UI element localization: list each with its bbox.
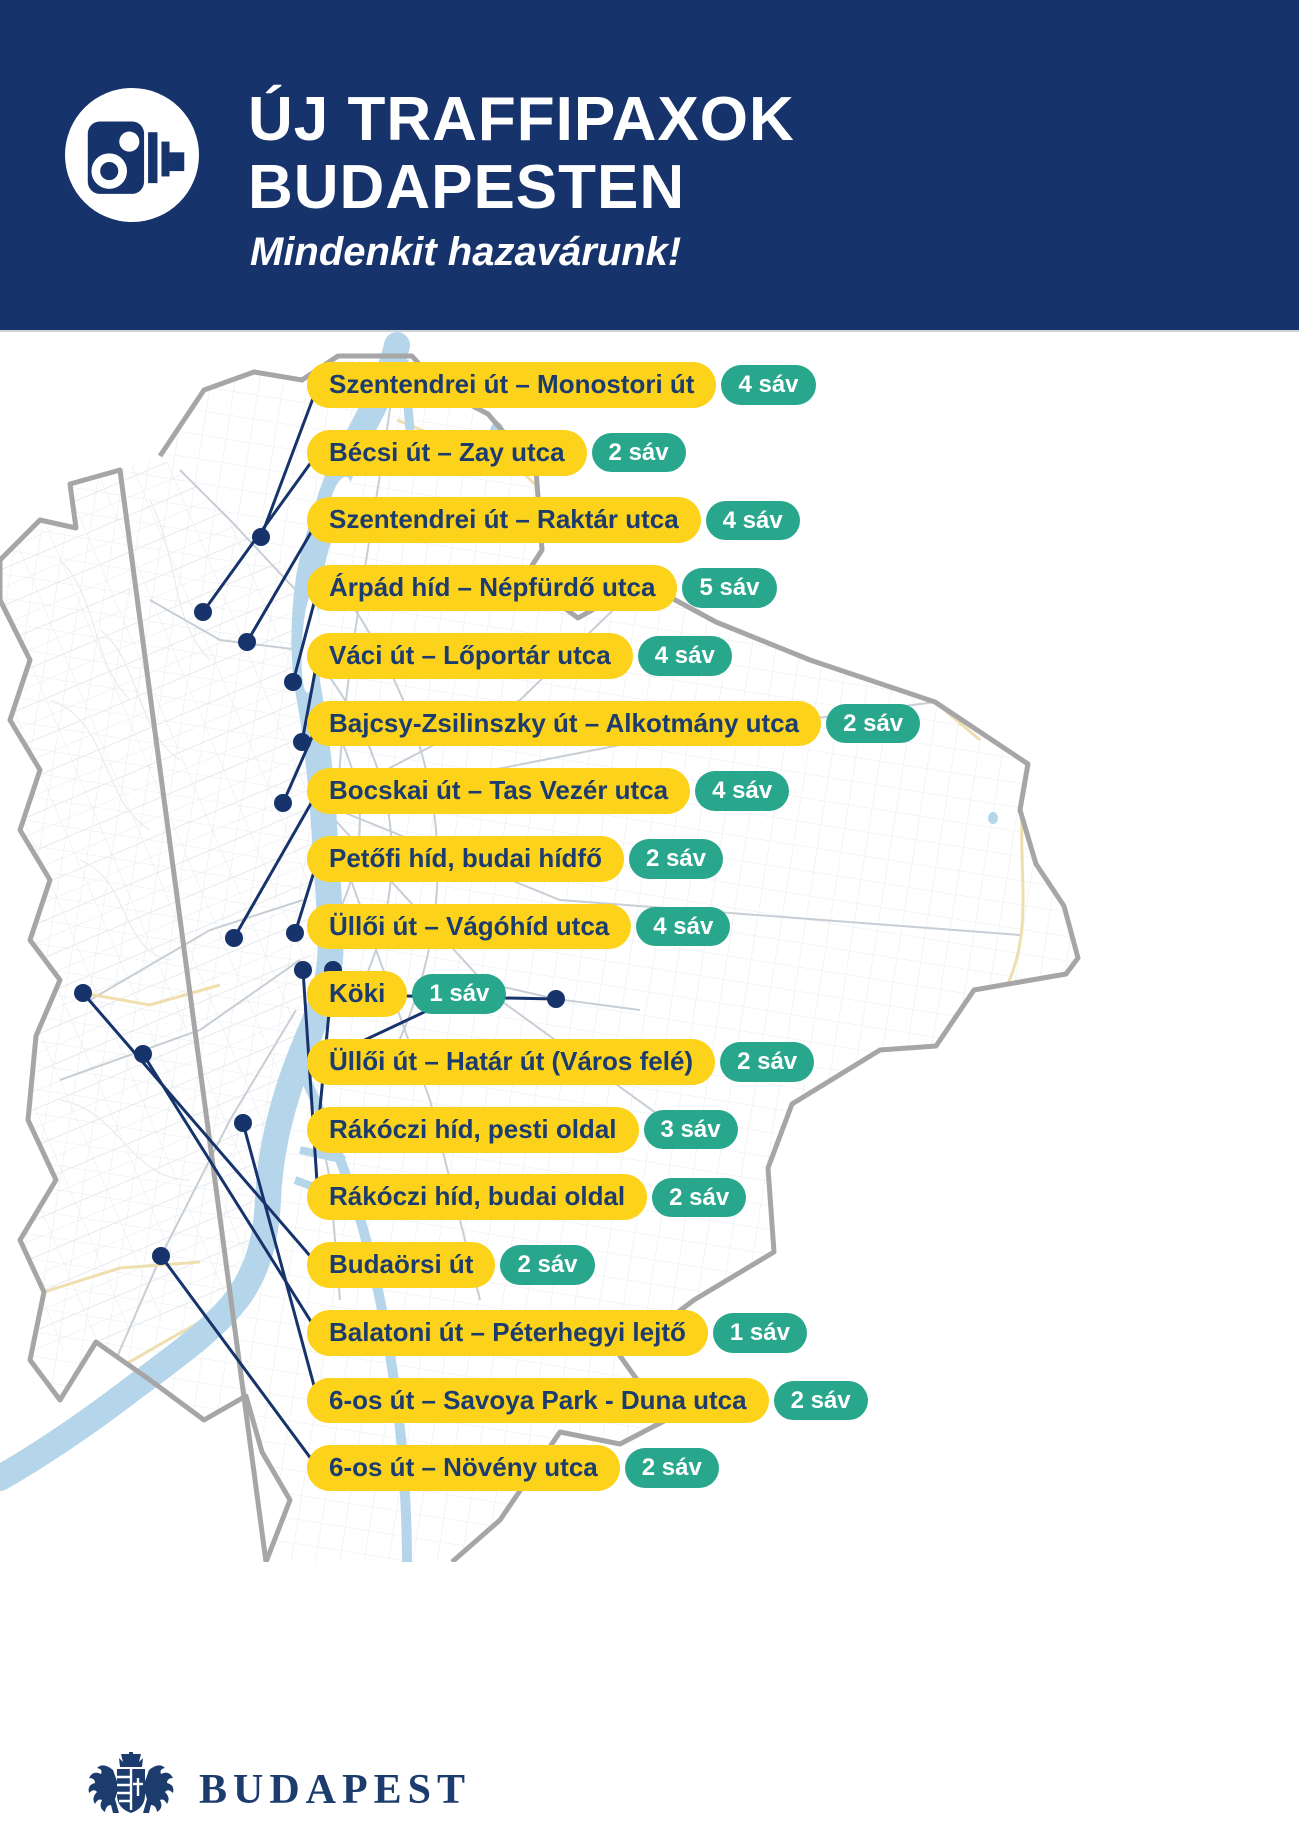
connector-line <box>141 1053 320 1334</box>
connector-line <box>81 992 320 1267</box>
lanes-badge: 4 sáv <box>637 635 732 676</box>
camera-dot <box>294 961 312 979</box>
camera-dot <box>74 984 92 1002</box>
location-pill: Bocskai út – Tas Vezér utca <box>307 768 691 815</box>
lanes-badge: 4 sáv <box>705 500 800 541</box>
page-title: ÚJ TRAFFIPAXOK BUDAPESTEN <box>248 85 795 223</box>
camera-location-row: Bocskai út – Tas Vezér utca 4 sáv <box>307 768 790 815</box>
budapest-coat-of-arms <box>88 1752 174 1813</box>
lanes-badge: 2 sáv <box>720 1042 815 1082</box>
location-pill: Szentendrei út – Raktár utca <box>307 497 701 544</box>
connector-line <box>159 1255 320 1470</box>
location-pill: Üllői út – Határ út (Város felé) <box>307 1039 716 1085</box>
location-pill: Balatoni út – Péterhegyi lejtő <box>307 1309 708 1356</box>
location-pill: Árpád híd – Népfürdő utca <box>307 565 678 612</box>
lanes-badge: 4 sáv <box>695 771 790 811</box>
location-pill: Bécsi út – Zay utca <box>307 429 587 476</box>
location-pill: Üllői út – Vágóhíd utca <box>307 903 632 950</box>
camera-dot <box>252 528 270 546</box>
lanes-badge: 4 sáv <box>721 365 816 405</box>
camera-location-row: Szentendrei út – Raktár utca 4 sáv <box>307 497 800 544</box>
location-pill: Váci út – Lőportár utca <box>307 632 633 679</box>
camera-dot <box>152 1247 170 1265</box>
lanes-badge: 2 sáv <box>826 703 921 744</box>
camera-location-row: Bécsi út – Zay utca 2 sáv <box>307 429 686 476</box>
location-pill: Szentendrei út – Monostori út <box>307 362 717 408</box>
location-pill: Rákóczi híd, pesti oldal <box>307 1106 639 1153</box>
camera-dot <box>284 673 302 691</box>
location-pill: Petőfi híd, budai hídfő <box>307 835 624 882</box>
location-pill: 6-os út – Savoya Park - Duna utca <box>307 1377 769 1424</box>
camera-location-row: Köki 1 sáv <box>307 971 507 1018</box>
camera-location-row: Budaörsi út 2 sáv <box>307 1242 595 1289</box>
camera-location-row: 6-os út – Savoya Park - Duna utca 2 sáv <box>307 1377 868 1424</box>
camera-dot <box>547 990 565 1008</box>
camera-location-row: Petőfi híd, budai hídfő 2 sáv <box>307 835 724 882</box>
page-subtitle: Mindenkit hazavárunk! <box>250 230 682 275</box>
lanes-badge: 2 sáv <box>500 1245 595 1285</box>
location-pill: Köki <box>307 971 408 1018</box>
connector-line <box>301 969 320 1198</box>
camera-location-row: Üllői út – Határ út (Város felé) 2 sáv <box>307 1039 815 1085</box>
camera-dot <box>286 924 304 942</box>
camera-location-row: Balatoni út – Péterhegyi lejtő 1 sáv <box>307 1309 807 1356</box>
location-pill: Rákóczi híd, budai oldal <box>307 1174 648 1221</box>
lanes-badge: 2 sáv <box>628 839 724 879</box>
camera-location-row: Üllői út – Vágóhíd utca 4 sáv <box>307 903 731 950</box>
camera-dot <box>194 603 212 621</box>
lanes-badge: 1 sáv <box>712 1312 807 1353</box>
camera-dot <box>274 794 292 812</box>
map: Szentendrei út – Monostori út 4 sáv Bécs… <box>0 330 1299 1813</box>
connector-line <box>201 451 320 613</box>
speed-camera-badge <box>65 88 199 222</box>
connector-line <box>259 384 320 538</box>
connector-line <box>232 790 320 939</box>
camera-dot <box>234 1114 252 1132</box>
location-pill: Bajcsy-Zsilinszky út – Alkotmány utca <box>307 700 822 747</box>
camera-location-row: Rákóczi híd, budai oldal 2 sáv <box>307 1174 747 1221</box>
connector-line <box>241 1122 320 1401</box>
camera-location-row: Rákóczi híd, pesti oldal 3 sáv <box>307 1106 738 1153</box>
lanes-badge: 4 sáv <box>636 906 731 947</box>
camera-location-row: Bajcsy-Zsilinszky út – Alkotmány utca 2 … <box>307 700 921 747</box>
budapest-logo: BUDAPEST <box>85 1752 471 1828</box>
camera-dot <box>225 929 243 947</box>
speed-camera-icon <box>65 88 199 222</box>
camera-dot <box>238 633 256 651</box>
location-pill: 6-os út – Növény utca <box>307 1445 620 1492</box>
camera-location-row: Szentendrei út – Monostori út 4 sáv <box>307 362 816 408</box>
camera-dot <box>134 1045 152 1063</box>
camera-location-row: 6-os út – Növény utca 2 sáv <box>307 1445 719 1492</box>
lanes-badge: 5 sáv <box>682 568 777 608</box>
lanes-badge: 2 sáv <box>591 432 686 473</box>
header-titles: ÚJ TRAFFIPAXOK BUDAPESTEN Mindenkit haza… <box>248 85 1248 275</box>
lanes-badge: 2 sáv <box>773 1380 868 1421</box>
lanes-badge: 2 sáv <box>652 1177 747 1218</box>
budapest-wordmark: BUDAPEST <box>199 1767 472 1813</box>
camera-location-row: Váci út – Lőportár utca 4 sáv <box>307 632 732 679</box>
lanes-badge: 3 sáv <box>643 1109 738 1150</box>
lanes-badge: 2 sáv <box>624 1448 719 1488</box>
header: ÚJ TRAFFIPAXOK BUDAPESTEN Mindenkit haza… <box>0 0 1299 332</box>
budapest-map <box>0 332 1081 1562</box>
connector-line <box>245 519 320 643</box>
lanes-badge: 1 sáv <box>412 974 507 1015</box>
camera-location-row: Árpád híd – Népfürdő utca 5 sáv <box>307 565 777 612</box>
location-pill: Budaörsi út <box>307 1242 496 1289</box>
